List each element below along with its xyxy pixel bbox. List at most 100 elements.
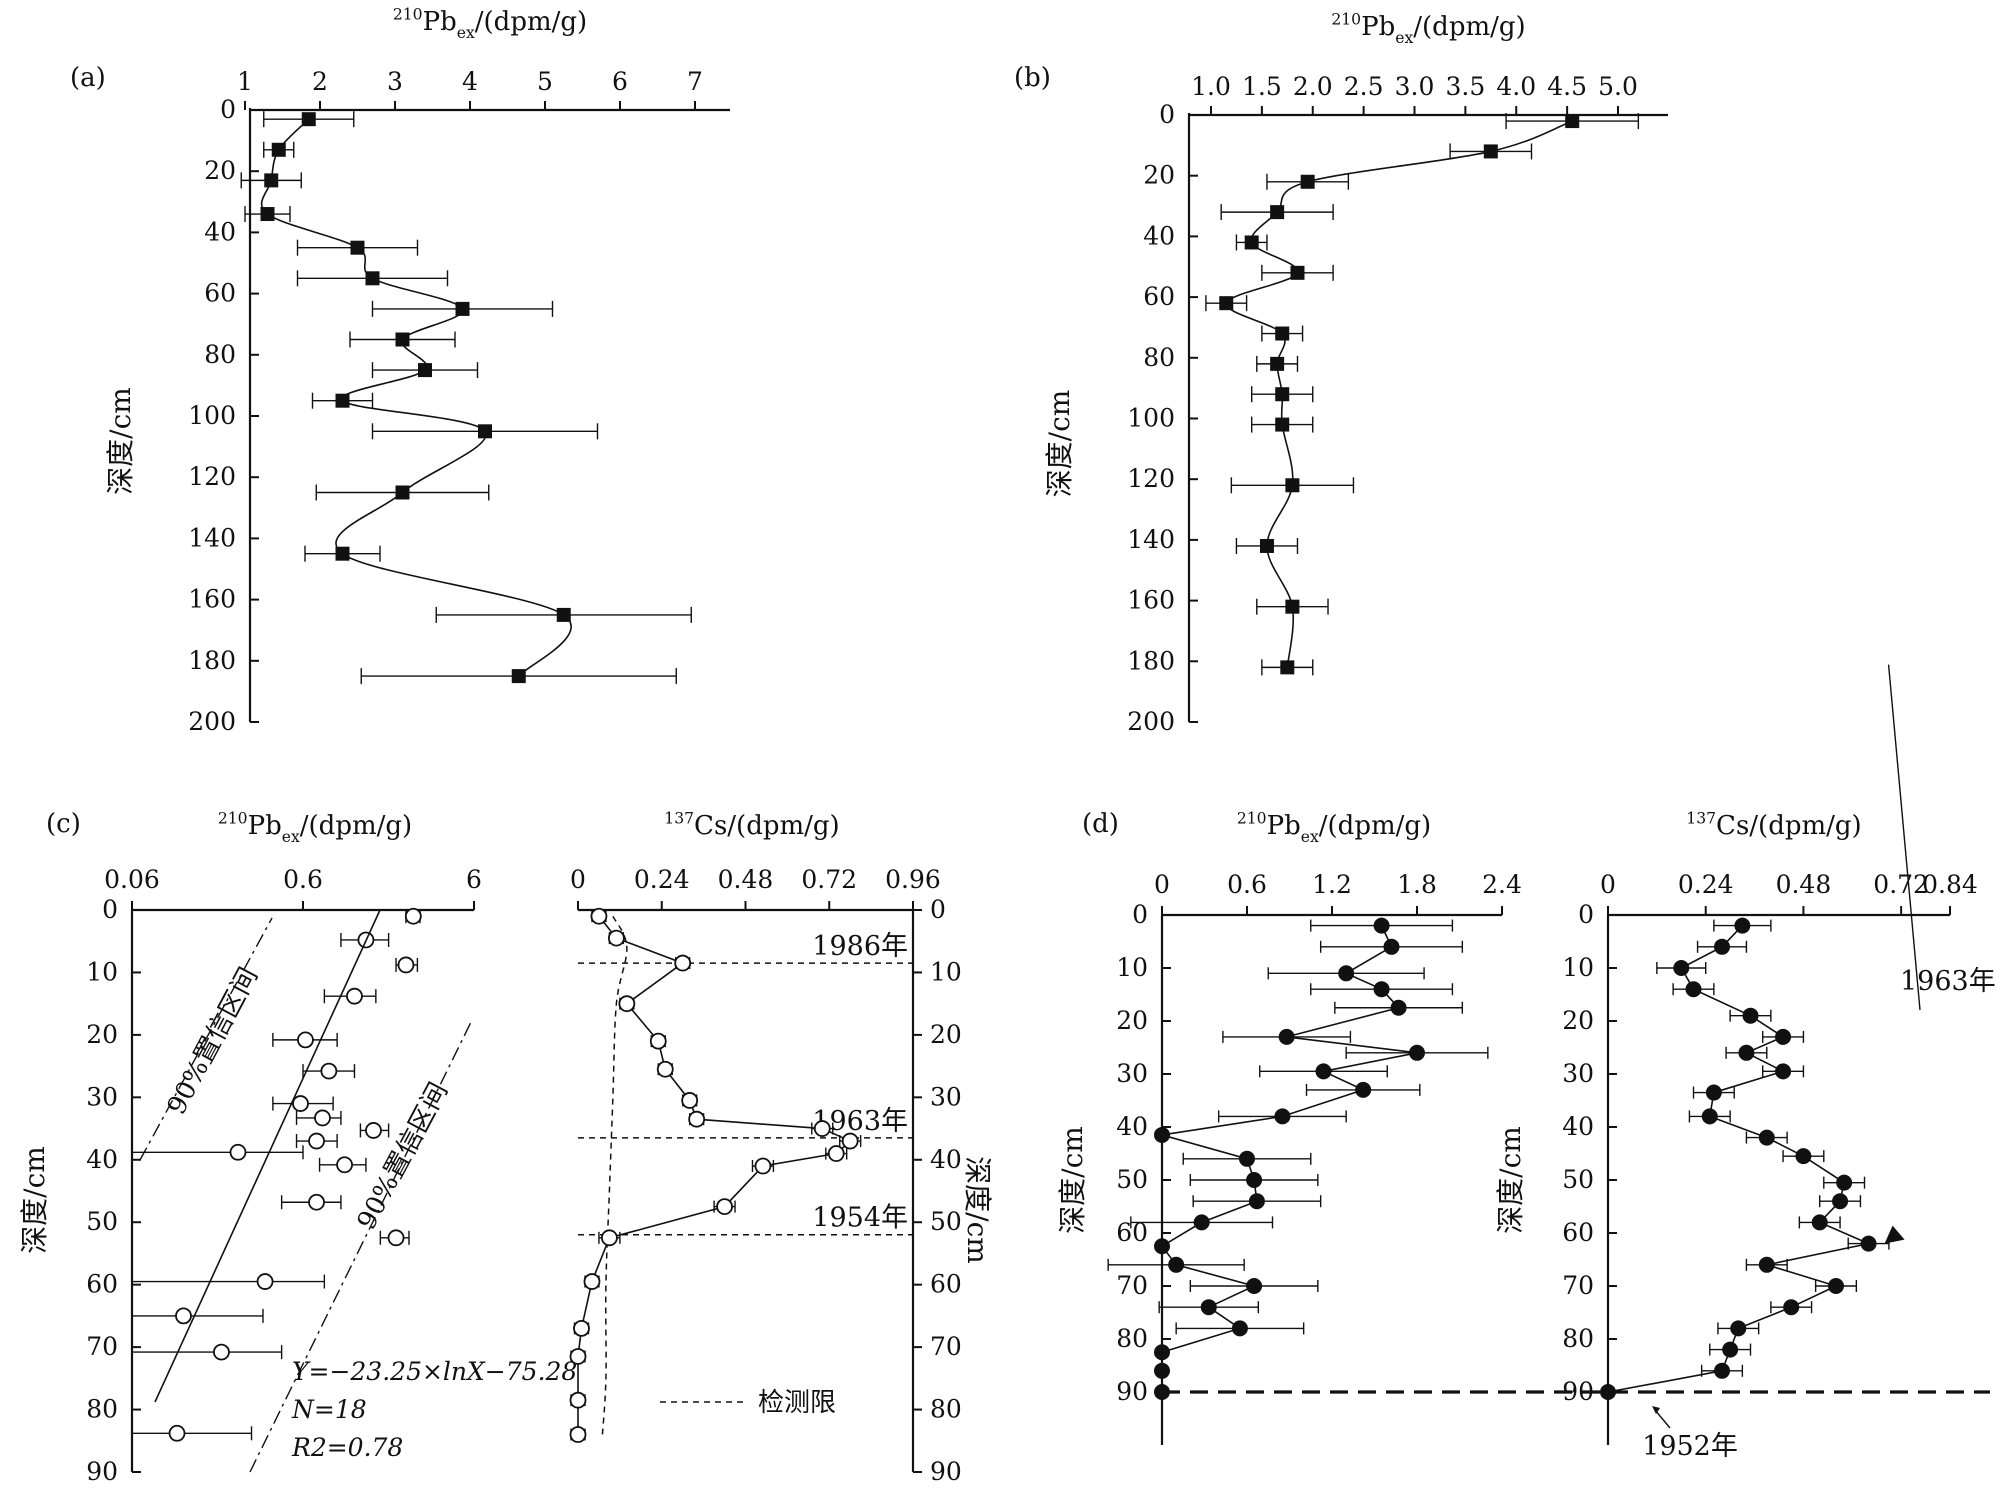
data-point — [1274, 1108, 1291, 1125]
fit-sample-size: N=18 — [291, 1395, 367, 1424]
data-point — [1705, 1084, 1722, 1101]
data-point — [1275, 417, 1290, 432]
x-tick-label: 0.6 — [1227, 870, 1267, 899]
y-tick-label: 90 — [930, 1457, 962, 1486]
y-tick-label: 0 — [1159, 100, 1175, 129]
x-tick-label: 1.5 — [1242, 72, 1282, 101]
data-point — [308, 1193, 325, 1211]
x-tick-label: 0.48 — [718, 865, 774, 894]
series-curve — [1225, 120, 1573, 668]
detection-limit-label: 检测限 — [758, 1388, 836, 1418]
data-point — [1483, 144, 1498, 159]
y-tick-label: 20 — [1562, 1006, 1594, 1035]
data-point — [1154, 1126, 1170, 1143]
data-point — [1246, 1172, 1263, 1188]
y-tick-label: 30 — [1116, 1059, 1148, 1088]
data-point — [404, 907, 422, 925]
y-tick-label: 80 — [930, 1395, 962, 1424]
x-tick-label: 0.72 — [801, 865, 857, 894]
data-point — [841, 1132, 859, 1150]
axis-title-unit: /(dpm/g) — [300, 811, 412, 841]
data-point — [1701, 1108, 1718, 1125]
data-point — [618, 995, 636, 1013]
axis-title-unit: /(dpm/g) — [475, 7, 587, 37]
data-point — [308, 1132, 325, 1150]
y-tick-label: 50 — [930, 1207, 962, 1236]
data-point — [175, 1307, 192, 1325]
axis-title-subscript: ex — [1395, 29, 1413, 47]
data-point — [649, 1032, 667, 1050]
data-point — [511, 669, 526, 684]
data-point — [1673, 960, 1690, 976]
axis-title-subscript: ex — [1301, 828, 1319, 846]
y-tick-label: 80 — [204, 340, 236, 369]
y-tick-label: 0 — [1132, 900, 1148, 929]
fit-r-squared: R2=0.78 — [291, 1433, 403, 1462]
annotation-label: 1963年 — [1900, 966, 1996, 997]
data-point — [556, 607, 571, 622]
x-tick-label: 3.0 — [1395, 72, 1435, 101]
data-point — [1409, 1044, 1425, 1061]
data-point — [1783, 1299, 1800, 1316]
x-tick-label: 6 — [612, 67, 628, 96]
y-tick-label: 100 — [1127, 404, 1175, 433]
x-tick-label: 0.84 — [1922, 870, 1978, 899]
data-point — [601, 1229, 618, 1247]
axis-title-superscript: 137 — [1686, 810, 1716, 828]
axis-title-superscript: 210 — [218, 810, 248, 828]
axis-title-element: Pb — [1361, 12, 1395, 42]
y-axis-title: 深度/cm — [961, 1156, 994, 1264]
data-point — [346, 987, 363, 1005]
data-point — [590, 907, 608, 925]
x-tick-label: 0.24 — [634, 865, 690, 894]
data-point — [320, 1062, 338, 1080]
y-tick-label: 60 — [930, 1270, 962, 1299]
data-point — [1742, 1007, 1759, 1024]
confidence-interval-label: 90%置信区间 — [162, 963, 264, 1120]
x-axis-title: 210Pbex/(dpm/g) — [393, 6, 587, 42]
data-point — [1278, 1028, 1295, 1045]
x-axis-title: 210Pbex/(dpm/g) — [1331, 11, 1525, 47]
x-axis-title: 210Pbex/(dpm/g) — [1237, 810, 1431, 846]
year-marker-label: 1954年 — [812, 1203, 908, 1234]
x-tick-label: 0 — [1154, 870, 1170, 899]
confidence-bound-upper — [139, 917, 273, 1161]
data-point — [365, 271, 380, 286]
data-point — [569, 1426, 587, 1443]
y-tick-label: 40 — [1143, 221, 1175, 250]
y-tick-label: 0 — [1578, 900, 1594, 929]
x-axis-title: 137Cs/(dpm/g) — [664, 810, 839, 841]
x-tick-label: 5.0 — [1598, 72, 1638, 101]
y-tick-label: 40 — [204, 217, 236, 246]
data-point — [229, 1143, 247, 1161]
y-tick-label: 140 — [1127, 525, 1175, 554]
annotation-label: 1952年 — [1642, 1431, 1738, 1462]
y-tick-label: 70 — [1116, 1271, 1148, 1300]
data-point — [1730, 1320, 1747, 1337]
y-tick-label: 30 — [1562, 1059, 1594, 1088]
y-tick-label: 200 — [1127, 707, 1175, 736]
data-point — [1154, 1362, 1170, 1379]
data-point — [827, 1145, 845, 1162]
data-point — [583, 1273, 601, 1290]
y-tick-label: 100 — [188, 401, 236, 430]
y-tick-label: 80 — [86, 1395, 118, 1424]
data-point — [335, 546, 350, 561]
panel-label: (c) — [46, 809, 81, 839]
data-point — [1355, 1081, 1372, 1098]
data-point — [297, 1031, 314, 1049]
panel-label: (b) — [1014, 63, 1051, 93]
y-tick-label: 50 — [1116, 1165, 1148, 1194]
data-point — [1383, 938, 1400, 955]
x-tick-label: 2.4 — [1482, 870, 1522, 899]
x-tick-label: 0 — [1600, 870, 1616, 899]
axis-title-unit: /(dpm/g) — [1413, 12, 1525, 42]
axis-title-element: Cs — [694, 811, 727, 841]
data-point — [656, 1060, 674, 1078]
data-point — [607, 929, 625, 947]
x-tick-label: 4 — [462, 67, 478, 96]
data-point — [1832, 1193, 1849, 1210]
data-point — [1193, 1214, 1210, 1231]
axis-title-subscript: ex — [282, 828, 300, 846]
y-tick-label: 70 — [86, 1332, 118, 1361]
